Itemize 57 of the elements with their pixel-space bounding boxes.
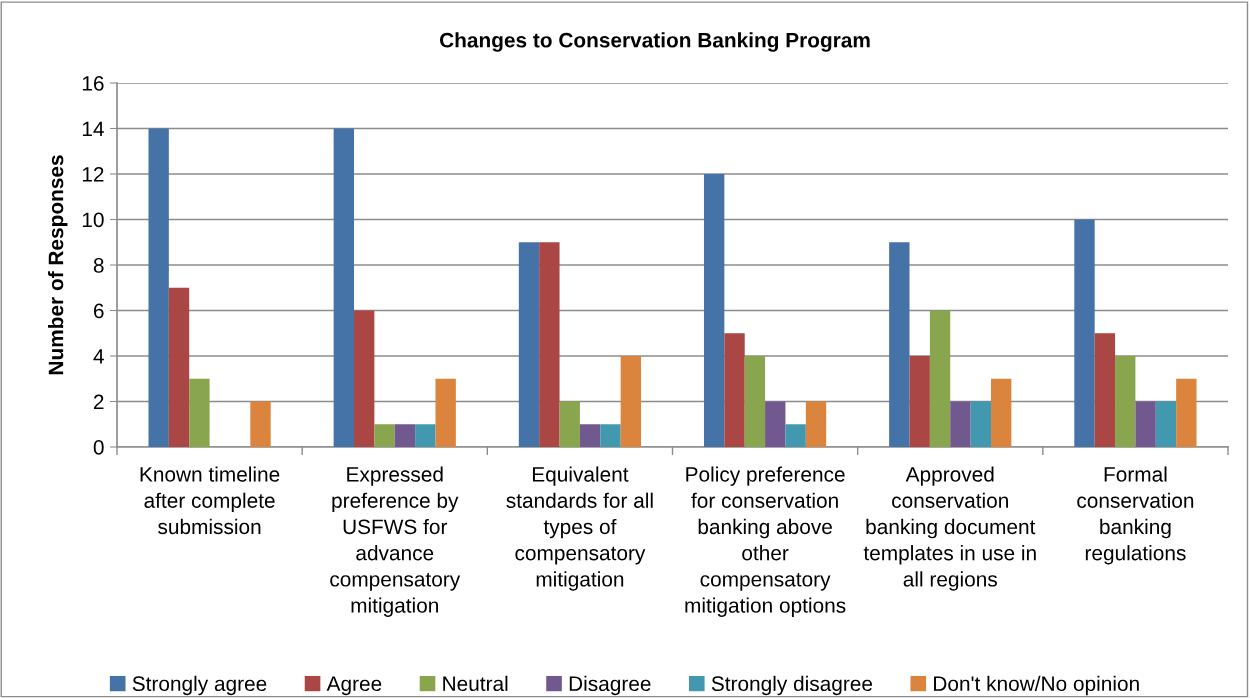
bar bbox=[765, 401, 786, 447]
y-tick-label: 16 bbox=[82, 76, 104, 91]
bar bbox=[1094, 333, 1116, 447]
y-tick-label: 10 bbox=[82, 212, 104, 228]
x-tick-label: Policy preference for conservation banking above other compensatory mitigation options bbox=[685, 466, 846, 617]
bar bbox=[950, 401, 971, 447]
chart-title: Changes to Conservation Banking Program bbox=[439, 32, 870, 52]
bar bbox=[250, 401, 271, 447]
legend-label: Disagree bbox=[569, 675, 651, 696]
bar bbox=[394, 424, 416, 447]
bar bbox=[148, 128, 169, 447]
bar bbox=[990, 378, 1012, 447]
bar bbox=[374, 424, 395, 447]
legend-label: Neutral bbox=[443, 675, 508, 692]
bar bbox=[970, 401, 991, 447]
bar bbox=[415, 424, 436, 447]
y-tick-label: 12 bbox=[82, 167, 104, 182]
bar bbox=[929, 310, 951, 447]
bar bbox=[724, 333, 745, 447]
bar bbox=[1155, 401, 1177, 447]
bar bbox=[435, 378, 456, 447]
x-tick-label: Approved conservation banking document templates in use in all regions bbox=[863, 466, 1036, 591]
x-tick-label: Equivalent standards for all types of compensatory mitigation bbox=[506, 466, 653, 591]
bar bbox=[744, 356, 766, 447]
bar bbox=[620, 356, 642, 447]
y-tick-label: 4 bbox=[93, 349, 104, 364]
bar bbox=[539, 242, 560, 447]
y-axis-title: Number of Responses bbox=[48, 155, 68, 375]
y-tick-label: 8 bbox=[93, 258, 104, 273]
bar bbox=[354, 310, 375, 447]
bar bbox=[1176, 378, 1197, 447]
bar bbox=[189, 378, 210, 447]
bar bbox=[1115, 356, 1136, 447]
y-tick-label: 2 bbox=[93, 394, 104, 410]
bar bbox=[909, 356, 930, 447]
bar bbox=[889, 242, 910, 447]
x-tick-label: Known timeline after complete submission bbox=[140, 466, 280, 535]
y-tick-label: 14 bbox=[82, 121, 104, 137]
x-tick-label: Expressed preference by USFWS for advance compensatory mitigation bbox=[330, 466, 461, 617]
bar bbox=[518, 242, 540, 447]
bar bbox=[785, 424, 806, 447]
y-tick-label: 0 bbox=[93, 440, 104, 455]
bar bbox=[168, 287, 190, 447]
bar bbox=[559, 401, 580, 447]
bar bbox=[579, 424, 601, 447]
bar bbox=[1135, 401, 1156, 447]
bar bbox=[333, 128, 355, 447]
bar bbox=[805, 401, 827, 447]
legend-label: Don't know/No opinion bbox=[934, 675, 1139, 696]
legend-label: Agree bbox=[326, 676, 382, 696]
legend-label: Strongly agree bbox=[132, 675, 267, 696]
legend-label: Strongly disagree bbox=[711, 675, 873, 696]
bar bbox=[600, 424, 621, 447]
x-tick-label: Formal conservation banking regulations bbox=[1077, 466, 1194, 565]
bar bbox=[1074, 219, 1095, 447]
y-tick-label: 6 bbox=[93, 303, 104, 319]
bar bbox=[703, 174, 725, 447]
